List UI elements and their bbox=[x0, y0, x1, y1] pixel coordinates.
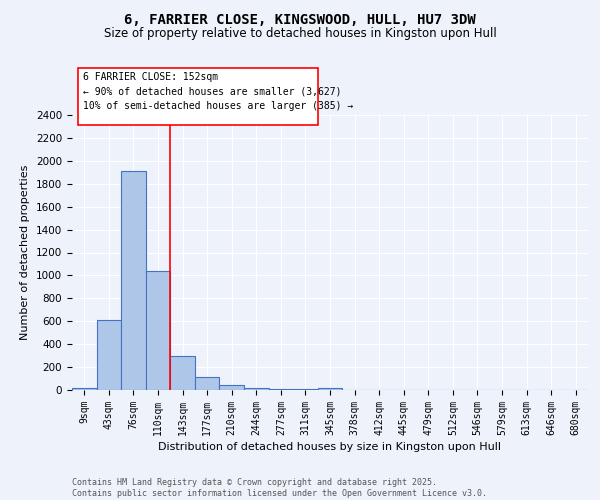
Bar bbox=[121, 171, 146, 390]
Text: 6 FARRIER CLOSE: 152sqm
← 90% of detached houses are smaller (3,627)
10% of semi: 6 FARRIER CLOSE: 152sqm ← 90% of detache… bbox=[83, 72, 353, 111]
Text: Contains HM Land Registry data © Crown copyright and database right 2025.
Contai: Contains HM Land Registry data © Crown c… bbox=[72, 478, 487, 498]
Bar bbox=[72, 388, 97, 390]
Text: 6, FARRIER CLOSE, KINGSWOOD, HULL, HU7 3DW: 6, FARRIER CLOSE, KINGSWOOD, HULL, HU7 3… bbox=[124, 12, 476, 26]
Bar bbox=[170, 356, 195, 390]
Bar bbox=[220, 385, 244, 390]
Bar bbox=[269, 389, 293, 390]
Bar bbox=[244, 388, 269, 390]
Bar bbox=[146, 271, 170, 390]
Y-axis label: Number of detached properties: Number of detached properties bbox=[20, 165, 31, 340]
Bar bbox=[318, 388, 342, 390]
Bar bbox=[195, 377, 220, 390]
Text: Distribution of detached houses by size in Kingston upon Hull: Distribution of detached houses by size … bbox=[158, 442, 502, 452]
Bar bbox=[97, 320, 121, 390]
Text: Size of property relative to detached houses in Kingston upon Hull: Size of property relative to detached ho… bbox=[104, 28, 496, 40]
